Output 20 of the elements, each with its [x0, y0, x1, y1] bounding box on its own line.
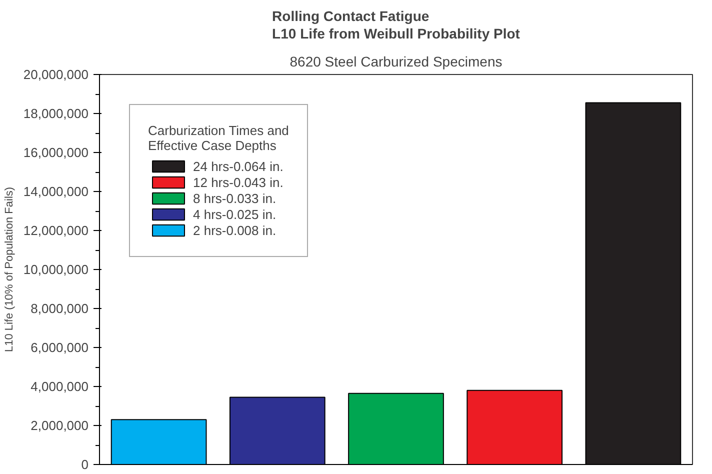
- y-tick-label: 4,000,000: [30, 379, 89, 394]
- y-tick-label: 0: [81, 457, 89, 472]
- legend-label: 8 hrs-0.033 in.: [193, 190, 276, 206]
- chart-subtitle: 8620 Steel Carburized Specimens: [290, 54, 502, 70]
- legend-label: 12 hrs-0.043 in.: [193, 174, 284, 190]
- legend-label: 2 hrs-0.008 in.: [193, 222, 276, 238]
- y-tick-label: 14,000,000: [23, 184, 89, 199]
- y-tick-label: 18,000,000: [23, 106, 89, 121]
- y-tick-label: 20,000,000: [23, 67, 89, 82]
- y-tick-label: 12,000,000: [23, 223, 89, 238]
- y-tick-label: 16,000,000: [23, 145, 89, 160]
- chart-title: Rolling Contact Fatigue L10 Life from Weibull Probability Plot: [272, 8, 520, 42]
- y-tick-label: 6,000,000: [30, 340, 89, 355]
- y-tick-label: 2,000,000: [30, 418, 89, 433]
- y-tick-label: 8,000,000: [30, 301, 89, 316]
- y-tick-label: 10,000,000: [23, 262, 89, 277]
- legend-label: 24 hrs-0.064 in.: [193, 158, 284, 174]
- y-axis-title: L10 Life (10% of Population Fails): [3, 186, 16, 352]
- legend-label: 4 hrs-0.025 in.: [193, 206, 276, 222]
- legend-title: Carburization Times and Effective Case Depths: [148, 123, 289, 153]
